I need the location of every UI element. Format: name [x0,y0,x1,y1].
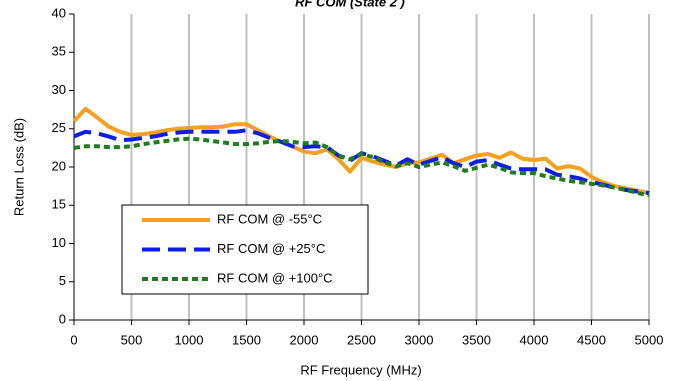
x-tick-label: 2000 [290,332,319,347]
y-tick-label: 35 [52,44,66,59]
legend-label: RF COM @ +25°C [217,241,325,256]
y-axis-title: Return Loss (dB) [11,118,26,216]
x-tick-label: 3000 [405,332,434,347]
y-tick-label: 15 [52,197,66,212]
chart-title: RF COM (State 2 ) [295,0,405,9]
y-tick-label: 10 [52,235,66,250]
x-tick-label: 3500 [462,332,491,347]
y-tick-label: 25 [52,120,66,135]
y-tick-label: 40 [52,5,66,20]
x-tick-label: 5000 [635,332,664,347]
x-tick-label: 4500 [577,332,606,347]
y-tick-label: 30 [52,82,66,97]
legend-label: RF COM @ -55°C [217,211,322,226]
x-tick-label: 0 [70,332,77,347]
x-axis-title: RF Frequency (MHz) [300,362,421,377]
y-tick-label: 5 [59,273,66,288]
y-tick-label: 0 [59,311,66,326]
x-tick-label: 4000 [520,332,549,347]
legend-label: RF COM @ +100°C [217,270,333,285]
x-tick-label: 500 [121,332,143,347]
x-tick-label: 1000 [175,332,204,347]
series-line [72,106,650,195]
y-tick-label: 20 [52,158,66,173]
x-tick-label: 2500 [347,332,376,347]
series-line [73,136,650,198]
x-tick-label: 1500 [232,332,261,347]
